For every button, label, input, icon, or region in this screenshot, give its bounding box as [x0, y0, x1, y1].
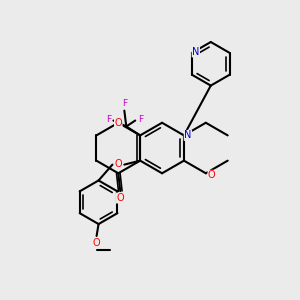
Text: O: O	[208, 170, 216, 180]
Text: F: F	[106, 115, 111, 124]
Text: N: N	[192, 47, 200, 57]
Text: F: F	[122, 99, 127, 108]
Text: O: O	[115, 118, 122, 128]
Text: O: O	[115, 159, 122, 169]
Text: F: F	[139, 115, 144, 124]
Text: N: N	[184, 130, 192, 140]
Text: O: O	[116, 193, 124, 203]
Text: O: O	[93, 238, 101, 248]
